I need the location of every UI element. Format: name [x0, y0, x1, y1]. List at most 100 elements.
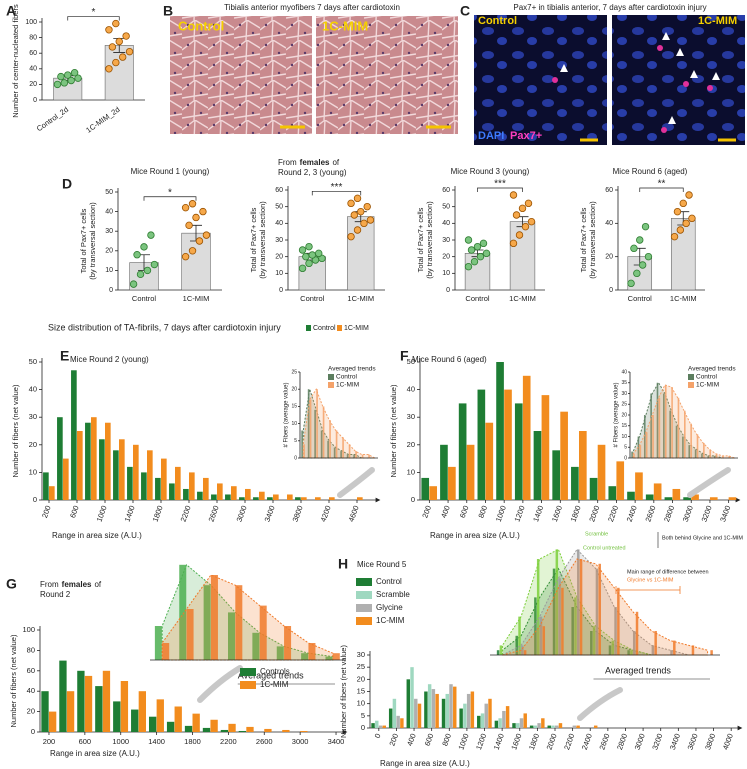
- histogram-bar: [71, 370, 77, 500]
- x-tick-label: 2000: [545, 732, 559, 751]
- histogram-bar: [382, 725, 386, 728]
- y-tick-label: 10: [407, 467, 415, 476]
- x-tick-label: 4000: [721, 732, 735, 751]
- histogram-bar: [192, 713, 200, 732]
- legend-swatch: [240, 681, 256, 689]
- histogram-bar: [440, 444, 448, 500]
- inset-bar: [228, 612, 236, 660]
- legend-swatch: [356, 617, 372, 625]
- inset-bar: [325, 656, 333, 660]
- y-tick-label: 30: [407, 412, 415, 421]
- histogram-bar: [59, 660, 67, 732]
- inset-bar: [332, 653, 340, 660]
- y-tick-label: 20: [105, 248, 113, 255]
- histogram-bar: [645, 494, 654, 500]
- x-tick-label: 3400: [718, 504, 732, 523]
- histogram-bar: [616, 461, 625, 500]
- inset-bar: [555, 549, 559, 655]
- y-tick-label: 40: [29, 66, 37, 73]
- chart-title: Mice Round 6 (aged): [613, 167, 688, 176]
- x-tick-label: 2600: [207, 504, 221, 523]
- histogram-bar: [424, 691, 428, 728]
- data-point: [125, 47, 134, 56]
- y-tick-label: 50: [442, 204, 450, 211]
- histogram-bar: [519, 718, 524, 728]
- inset-bar: [631, 451, 633, 458]
- x-tick-label: 2600: [256, 737, 273, 746]
- annotation: Control untreated: [583, 545, 626, 551]
- data-point: [115, 37, 123, 46]
- inset-bar: [673, 640, 676, 655]
- y-tick-label: 0: [109, 287, 113, 294]
- histogram-bar: [228, 723, 236, 732]
- chart-title: Mice Round 6 (aged): [412, 355, 487, 364]
- y-tick-label: 50: [275, 204, 283, 211]
- stain-label: Pax7+: [510, 130, 542, 142]
- data-point: [118, 53, 127, 61]
- y-tick-label: 0: [446, 287, 450, 294]
- x-tick-label: 2800: [615, 732, 629, 751]
- histology-image: [316, 16, 458, 134]
- x-tick-label: 2200: [562, 732, 576, 751]
- data-point: [302, 252, 310, 261]
- histogram-bar: [66, 691, 75, 732]
- histogram-bar: [449, 684, 453, 728]
- y-tick-label: 50: [105, 189, 113, 196]
- data-point: [64, 71, 72, 79]
- inset-bar: [523, 650, 527, 655]
- x-tick-label: 1800: [184, 737, 201, 746]
- inset-bar: [333, 447, 336, 458]
- inset-bar: [539, 616, 543, 655]
- y-axis-label: Total of Pax7+ cells: [579, 207, 588, 272]
- x-tick-label: 600: [68, 504, 81, 519]
- inset-bar: [335, 430, 338, 458]
- histogram-bar: [295, 497, 301, 500]
- inset-y-tick-label: 5: [624, 445, 627, 451]
- data-point: [305, 259, 313, 268]
- y-tick-label: 10: [275, 270, 283, 277]
- x-tick-label: 2200: [220, 737, 237, 746]
- histogram-bar: [627, 491, 635, 500]
- data-point: [673, 207, 682, 216]
- inset-bar: [675, 425, 678, 458]
- inset-bar: [355, 451, 357, 458]
- histogram-bar: [480, 713, 485, 728]
- x-tick-label: 2400: [625, 504, 639, 523]
- legend-label: 1C-MIM: [336, 382, 359, 389]
- x-tick-label: 3600: [686, 732, 700, 751]
- legend-swatch: [328, 374, 334, 380]
- histogram-bar: [371, 723, 375, 728]
- histology-image: [170, 16, 312, 134]
- histogram-bar: [417, 703, 422, 728]
- image-label: 1C-MIM: [322, 18, 368, 33]
- legend-label: Control: [313, 325, 336, 332]
- data-point: [521, 222, 530, 231]
- y-tick-label: 80: [27, 645, 35, 654]
- histogram-bar: [91, 417, 97, 500]
- inset-bar: [713, 455, 716, 458]
- histogram-bar: [127, 466, 133, 500]
- panel-title: Pax7+ in tibialis anterior, 7 days after…: [513, 3, 706, 12]
- data-point: [199, 207, 207, 216]
- chart-title: Mice Round 5: [357, 560, 407, 569]
- y-tick-label: 80: [29, 34, 37, 41]
- x-tick-label: 600: [423, 732, 436, 747]
- x-tick-label: 600: [79, 737, 92, 746]
- histogram-bar: [267, 497, 273, 500]
- data-point: [305, 242, 313, 251]
- histogram-bar: [239, 497, 245, 500]
- histogram-bar: [448, 466, 456, 500]
- y-axis-label: Total of Pax7+ cells: [249, 207, 258, 272]
- x-tick-label: 4200: [319, 504, 333, 523]
- data-point: [470, 257, 479, 266]
- data-point: [192, 213, 200, 222]
- x-tick-label: 0: [373, 732, 383, 739]
- histogram-bar: [113, 701, 121, 732]
- data-point: [122, 32, 130, 40]
- x-tick-label: 200: [43, 737, 56, 746]
- y-tick-label: 15: [357, 686, 365, 695]
- histogram-bar: [466, 693, 471, 728]
- data-point: [676, 226, 685, 234]
- x-tick-label: 2200: [179, 504, 193, 523]
- data-point: [308, 251, 316, 259]
